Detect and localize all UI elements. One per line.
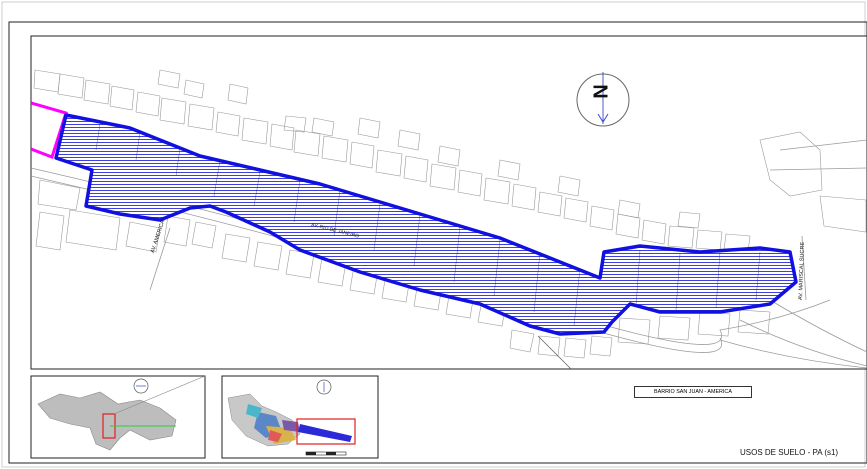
- inset-map-sector: [221, 375, 379, 459]
- zone-lot-lines: [95, 123, 761, 327]
- callout-barrio-label: BARRIO SAN JUAN - AMERICA: [634, 386, 752, 398]
- scale-bar: [305, 451, 347, 456]
- callout-leader: [537, 335, 572, 369]
- land-use-zone: [54, 113, 798, 336]
- sheet-title: USOS DE SUELO - PA (s1): [740, 448, 839, 457]
- adjacent-zone: [31, 101, 68, 159]
- sector-highlight-box: [296, 418, 356, 445]
- building-footprints: [33, 69, 867, 359]
- inset-north-arrow-icon: [133, 378, 149, 394]
- north-arrow-icon: [576, 72, 630, 127]
- sector-north-arrow-icon: [316, 379, 332, 395]
- north-letter: N: [588, 84, 611, 99]
- inset-map-overview: [30, 375, 206, 459]
- sheet-frame: [8, 21, 867, 464]
- main-map: [31, 69, 867, 369]
